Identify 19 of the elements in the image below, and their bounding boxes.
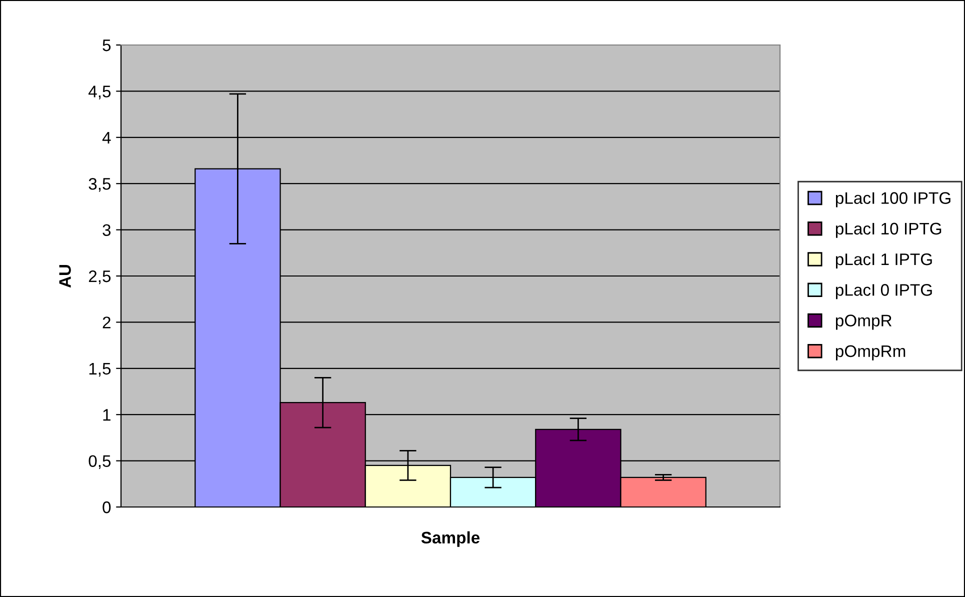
y-tick-label: 3,5 <box>88 178 111 192</box>
y-tick-label: 1,5 <box>89 362 111 377</box>
legend-label: pLacI 10 IPTG <box>836 222 942 238</box>
legend-label: pLacI 1 IPTG <box>836 253 932 268</box>
y-tick-label: 0 <box>102 501 111 514</box>
y-tick-label: 4,5 <box>88 86 111 100</box>
legend-label: pLacI 100 IPTG <box>836 192 950 208</box>
legend-label: pOmpR <box>836 314 892 330</box>
y-tick-label: 5 <box>102 40 111 52</box>
legend-label: pOmpRm <box>836 345 906 360</box>
y-tick-label: 1 <box>103 409 110 421</box>
x-axis-title: Sample <box>421 531 480 547</box>
y-tick-label: 0,5 <box>88 455 111 469</box>
y-axis-title: AU <box>59 264 71 288</box>
legend-label: pLacI 0 IPTG <box>836 284 932 300</box>
y-tick-label: 2 <box>102 316 110 328</box>
y-tick-label: 2,5 <box>88 270 111 284</box>
y-tick-label: 4 <box>102 132 111 144</box>
y-tick-label: 3 <box>102 224 111 236</box>
